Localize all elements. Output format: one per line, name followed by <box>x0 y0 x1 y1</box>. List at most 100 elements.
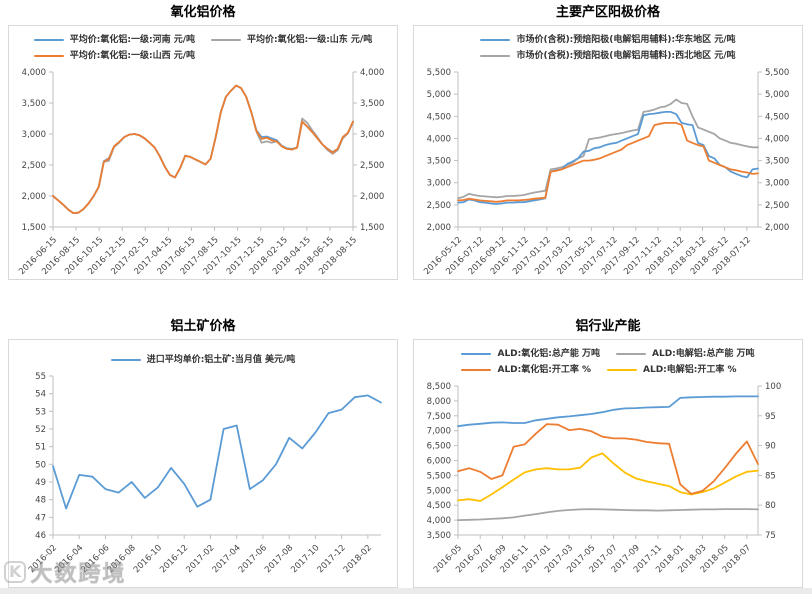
legend-item: ALD:电解铝:总产能 万吨 <box>616 346 755 362</box>
svg-text:4,500: 4,500 <box>427 112 451 122</box>
svg-text:2,500: 2,500 <box>765 201 789 211</box>
svg-text:100: 100 <box>765 382 781 392</box>
svg-text:4,500: 4,500 <box>765 112 789 122</box>
chart-title: 氧化铝价格 <box>170 5 236 20</box>
svg-text:47: 47 <box>35 513 46 523</box>
svg-text:2,000: 2,000 <box>765 223 789 233</box>
svg-text:54: 54 <box>35 389 46 399</box>
svg-text:3,000: 3,000 <box>360 130 384 140</box>
svg-text:8,000: 8,000 <box>427 397 451 407</box>
svg-text:6,000: 6,000 <box>427 457 451 467</box>
legend-label: ALD:电解铝:总产能 万吨 <box>652 349 755 359</box>
chart-legend: ALD:氧化铝:总产能 万吨 ALD:电解铝:总产能 万吨 ALD:氧化铝:开工率 … <box>414 346 802 378</box>
svg-text:3,500: 3,500 <box>22 99 46 109</box>
svg-text:3,000: 3,000 <box>765 179 789 189</box>
svg-text:8,500: 8,500 <box>427 382 451 392</box>
svg-text:2,500: 2,500 <box>22 161 46 171</box>
svg-text:52: 52 <box>35 425 46 435</box>
svg-text:1,500: 1,500 <box>22 223 46 233</box>
svg-text:4,000: 4,000 <box>427 134 451 144</box>
legend-item: 市场价(含税):预焙阳极(电解铝用辅料):华东地区 元/吨 <box>480 32 736 48</box>
legend-item: 平均价:氧化铝:一级:山西 元/吨 <box>33 48 195 64</box>
svg-text:53: 53 <box>35 407 46 417</box>
svg-text:3,000: 3,000 <box>427 179 451 189</box>
svg-text:50: 50 <box>35 460 46 470</box>
legend-label: 平均价:氧化铝:一级:山西 元/吨 <box>69 51 195 61</box>
svg-text:49: 49 <box>35 478 46 488</box>
legend-item: 进口平均单价:铝土矿:当月值 美元/吨 <box>110 352 296 368</box>
svg-text:1,500: 1,500 <box>360 223 384 233</box>
legend-item: ALD:电解铝:开工率 % <box>607 362 737 378</box>
svg-text:5,500: 5,500 <box>427 68 451 78</box>
legend-label: ALD:氧化铝:开工率 % <box>497 365 592 375</box>
chart-legend: 市场价(含税):预焙阳极(电解铝用辅料):华东地区 元/吨 市场价(含税):预焙阳… <box>414 32 802 64</box>
svg-text:2,500: 2,500 <box>360 161 384 171</box>
svg-text:7,500: 7,500 <box>427 412 451 422</box>
svg-text:6,500: 6,500 <box>427 442 451 452</box>
svg-text:2,000: 2,000 <box>360 192 384 202</box>
legend-label: 市场价(含税):预焙阳极(电解铝用辅料):华东地区 元/吨 <box>516 35 736 45</box>
chart-legend: 进口平均单价:铝土矿:当月值 美元/吨 <box>9 346 397 368</box>
svg-text:5,000: 5,000 <box>427 90 451 100</box>
chart-legend: 平均价:氧化铝:一级:河南 元/吨 平均价:氧化铝:一级:山东 元/吨平均价:氧化… <box>9 32 397 64</box>
chart-panel: 平均价:氧化铝:一级:河南 元/吨 平均价:氧化铝:一级:山东 元/吨平均价:氧化… <box>8 25 398 280</box>
legend-line-marker-gray <box>480 54 511 58</box>
legend-label: 进口平均单价:铝土矿:当月值 美元/吨 <box>146 354 296 365</box>
svg-text:4,000: 4,000 <box>22 68 46 78</box>
legend-item: 平均价:氧化铝:一级:山东 元/吨 <box>211 32 372 48</box>
svg-text:5,500: 5,500 <box>765 68 789 78</box>
svg-text:3,500: 3,500 <box>765 157 789 167</box>
alumina-price-chart: 氧化铝价格 平均价:氧化铝:一级:河南 元/吨 平均价:氧化铝:一级:山东 元/吨… <box>8 4 398 280</box>
chart-title: 铝行业产能 <box>575 319 641 334</box>
svg-text:3,000: 3,000 <box>22 130 46 140</box>
chart-panel: 进口平均单价:铝土矿:当月值 美元/吨 46 47 48 49 50 51 52 53 54 55… <box>8 339 398 588</box>
svg-text:85: 85 <box>765 471 776 481</box>
legend-label: 平均价:氧化铝:一级:山东 元/吨 <box>247 35 373 45</box>
svg-text:5,000: 5,000 <box>765 90 789 100</box>
legend-item: ALD:氧化铝:开工率 % <box>461 362 591 378</box>
svg-text:3,500: 3,500 <box>427 531 451 541</box>
legend-item: 市场价(含税):预焙阳极(电解铝用辅料):西北地区 元/吨 <box>480 48 736 64</box>
svg-text:4,000: 4,000 <box>427 516 451 526</box>
chart-panel: ALD:氧化铝:总产能 万吨 ALD:电解铝:总产能 万吨 ALD:氧化铝:开工率 … <box>413 339 803 588</box>
svg-text:5,000: 5,000 <box>427 486 451 496</box>
legend-line-marker-orange <box>33 54 64 58</box>
bauxite-price-chart: 铝土矿价格 进口平均单价:铝土矿:当月值 美元/吨 46 47 48 49 50 51 52… <box>8 318 398 588</box>
chart-canvas: 2,000 2,500 3,000 3,500 4,000 4,500 5,000 5,500… <box>422 68 789 277</box>
aluminum-capacity-chart: 铝行业产能 ALD:氧化铝:总产能 万吨 ALD:电解铝:总产能 万吨 ALD:氧化… <box>413 318 803 588</box>
svg-text:4,500: 4,500 <box>427 501 451 511</box>
chart-canvas: 1,500 2,000 2,500 3,000 3,500 4,000 1,500 2,000… <box>17 68 384 277</box>
svg-text:2,000: 2,000 <box>22 192 46 202</box>
svg-text:48: 48 <box>35 495 46 505</box>
svg-text:90: 90 <box>765 442 776 452</box>
legend-line-marker-gray <box>616 352 646 356</box>
svg-text:75: 75 <box>765 531 776 541</box>
chart-title: 主要产区阳极价格 <box>555 5 660 20</box>
legend-line-marker-blue <box>33 38 64 42</box>
svg-text:5,500: 5,500 <box>427 471 451 481</box>
svg-text:55: 55 <box>35 372 46 382</box>
legend-label: ALD:氧化铝:总产能 万吨 <box>497 349 600 359</box>
svg-text:3,500: 3,500 <box>360 99 384 109</box>
legend-line-marker-blue <box>480 38 511 42</box>
legend-line-marker-yellow <box>607 368 638 372</box>
svg-text:2018-02: 2018-02 <box>342 543 374 575</box>
svg-text:4,000: 4,000 <box>765 134 789 144</box>
svg-text:7,000: 7,000 <box>427 427 451 437</box>
svg-text:3,500: 3,500 <box>427 157 451 167</box>
chart-panel: 市场价(含税):预焙阳极(电解铝用辅料):华东地区 元/吨 市场价(含税):预焙阳… <box>413 25 803 280</box>
legend-item: 平均价:氧化铝:一级:河南 元/吨 <box>33 32 195 48</box>
svg-text:51: 51 <box>35 442 46 452</box>
page-bottom-strip <box>0 588 812 594</box>
legend-line-marker-blue <box>110 358 141 361</box>
chart-canvas: 464748495051525354552016-022016-042016-0… <box>27 372 382 575</box>
legend-line-marker-gray <box>211 38 241 42</box>
legend-label: ALD:电解铝:开工率 % <box>643 365 737 375</box>
svg-text:2,000: 2,000 <box>427 223 451 233</box>
svg-text:4,000: 4,000 <box>360 68 384 78</box>
legend-label: 市场价(含税):预焙阳极(电解铝用辅料):西北地区 元/吨 <box>516 51 736 61</box>
legend-line-marker-blue <box>461 352 492 356</box>
svg-text:80: 80 <box>765 501 776 511</box>
anode-price-chart: 主要产区阳极价格 市场价(含税):预焙阳极(电解铝用辅料):华东地区 元/吨 市场… <box>413 4 803 280</box>
legend-item: ALD:氧化铝:总产能 万吨 <box>461 346 600 362</box>
